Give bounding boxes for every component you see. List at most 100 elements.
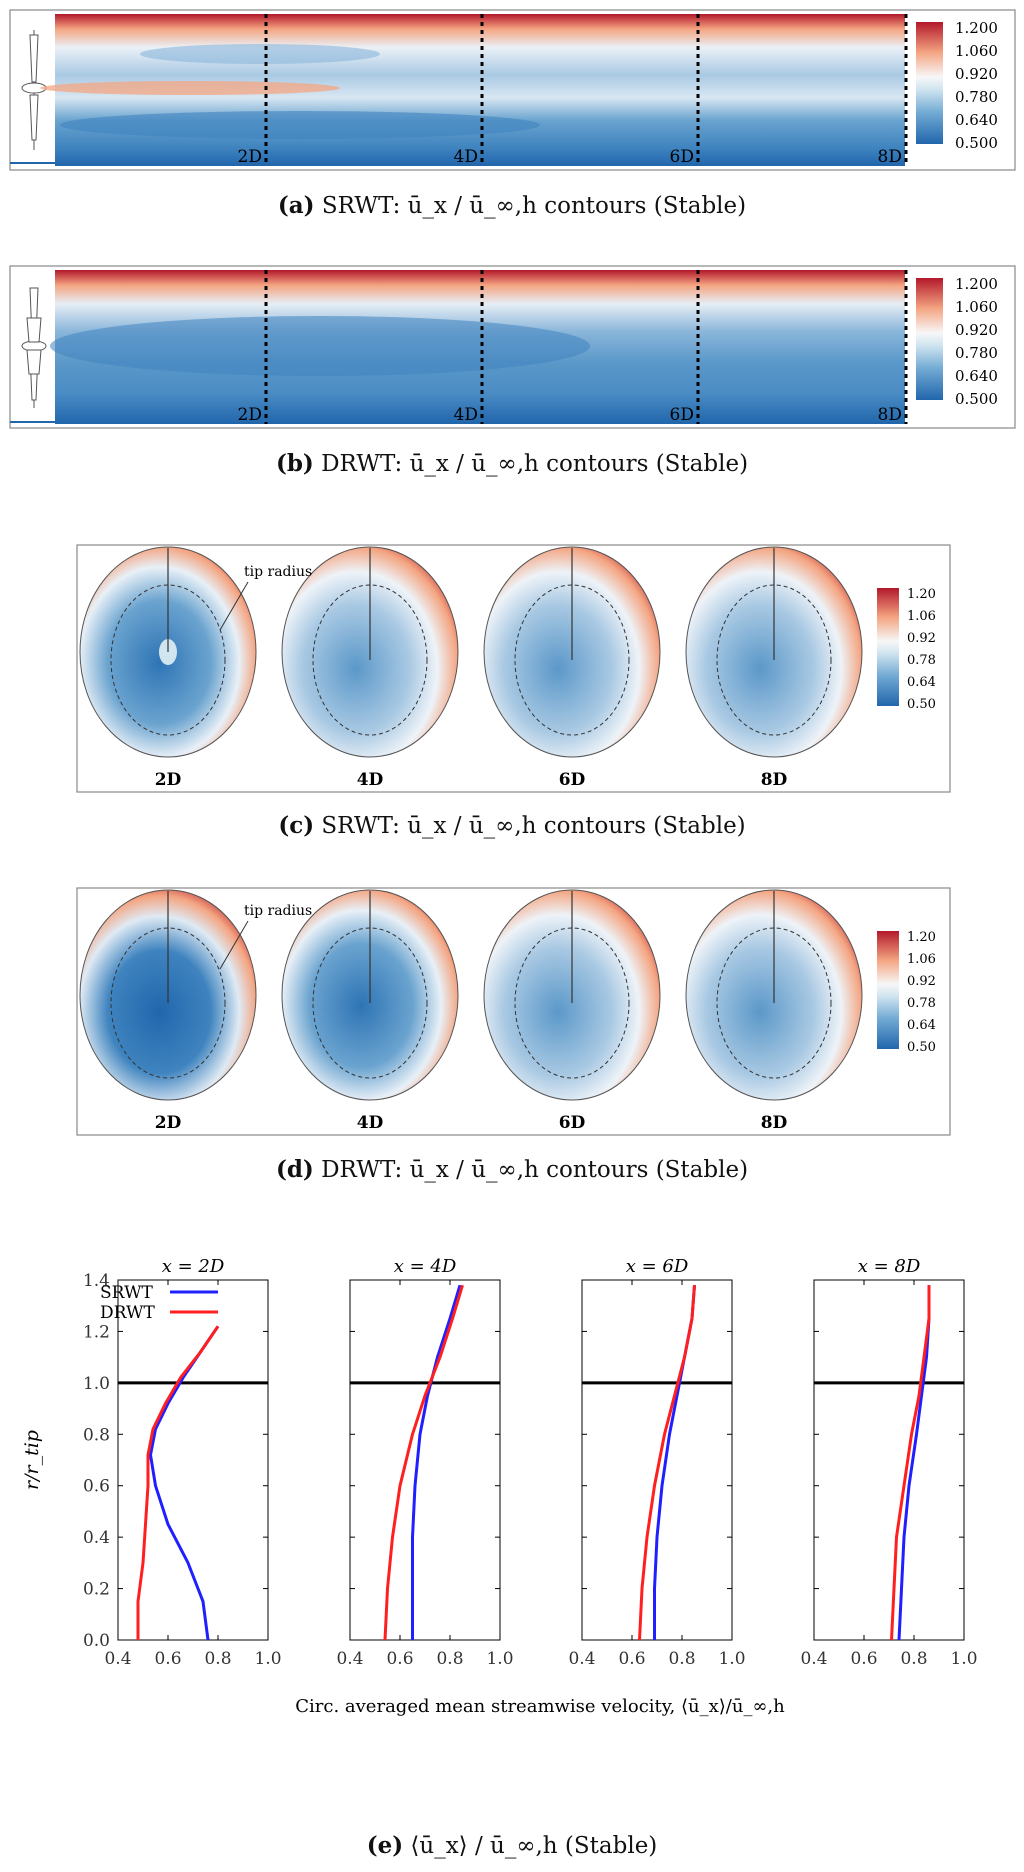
- series-line-drwt: [638, 1285, 696, 1641]
- x-tick-label: 0.4: [104, 1649, 131, 1669]
- turbine-icon-dual: [21, 287, 47, 408]
- slice-8d: [685, 546, 863, 758]
- slice-label: 2D: [155, 1113, 182, 1133]
- caption-label: (d): [275, 1156, 314, 1183]
- colorbar-tick: 0.50: [907, 1040, 936, 1055]
- x-tick-label: 0.4: [568, 1649, 595, 1669]
- station-label: 4D: [454, 147, 478, 167]
- x-tick-label: 0.6: [154, 1649, 181, 1669]
- caption-e: (e) ⟨ū_x⟩ / ū_∞,h (Stable): [0, 1832, 1024, 1859]
- slice-label: 8D: [761, 1113, 788, 1133]
- colorbar-tick: 1.06: [907, 952, 936, 967]
- colorbar-tick: 0.640: [955, 111, 998, 129]
- colorbar-tick: 0.64: [907, 1018, 936, 1033]
- colorbar-tick: 1.200: [955, 19, 998, 37]
- colorbar: [877, 931, 899, 1049]
- station-label: 2D: [238, 405, 262, 425]
- x-tick-label: 1.0: [486, 1649, 513, 1669]
- caption-label: (b): [275, 450, 314, 477]
- y-tick-label: 0.2: [83, 1580, 110, 1600]
- slice-label: 8D: [761, 770, 788, 790]
- x-tick-label: 0.8: [204, 1649, 231, 1669]
- colorbar-tick: 0.92: [907, 974, 936, 989]
- y-tick-label: 0.0: [83, 1631, 110, 1651]
- slice-2d: [79, 889, 257, 1101]
- series-line-drwt: [890, 1285, 931, 1641]
- panel-a-figure: 2D 4D 6D 8D 1.200 1.060 0.920 0.780 0.64…: [9, 9, 1016, 171]
- colorbar-tick: 0.780: [955, 344, 998, 362]
- subplot-title: x = 4D: [394, 1256, 457, 1277]
- colorbar-tick: 0.78: [907, 996, 936, 1011]
- x-tick-label: 0.4: [336, 1649, 363, 1669]
- colorbar-tick: 1.060: [955, 298, 998, 316]
- caption-text: SRWT: ū_x / ū_∞,h contours (Stable): [321, 813, 746, 839]
- colorbar-tick: 0.920: [955, 321, 998, 339]
- x-tick-label: 0.8: [436, 1649, 463, 1669]
- y-tick-label: 0.8: [83, 1425, 110, 1445]
- subplot-title: x = 2D: [162, 1256, 225, 1277]
- colorbar-tick: 0.500: [955, 134, 998, 152]
- x-tick-label: 0.8: [668, 1649, 695, 1669]
- caption-text: SRWT: ū_x / ū_∞,h contours (Stable): [321, 193, 747, 219]
- subplot-frame: [813, 1279, 965, 1641]
- x-tick-label: 1.0: [254, 1649, 281, 1669]
- y-tick-label: 0.6: [83, 1477, 110, 1497]
- colorbar-tick: 1.06: [907, 609, 936, 624]
- panel-c: tip radius 2D 4D 6D 8D 1.20 1.06 0.92 0.…: [0, 540, 1024, 800]
- panel-b: 2D 4D 6D 8D 1.200 1.060 0.920 0.780 0.64…: [0, 258, 1024, 438]
- colorbar-tick: 1.200: [955, 275, 998, 293]
- colorbar-tick: 0.64: [907, 675, 936, 690]
- slice-4d: [281, 546, 459, 758]
- station-lines-b: [264, 270, 908, 424]
- panel-b-figure: 2D 4D 6D 8D 1.200 1.060 0.920 0.780 0.64…: [9, 265, 1016, 429]
- slice-label: 6D: [559, 770, 586, 790]
- slice-2d: [79, 546, 257, 758]
- y-tick-label: 1.2: [83, 1322, 110, 1342]
- caption-label: (a): [277, 192, 315, 219]
- panel-e: x = 2D 0.4 0.6 0.8 1.0 0.0 0.2 0.4 0.6 0.8 1.0 1.2 1…: [0, 1240, 1024, 1780]
- x-axis-label: Circ. averaged mean streamwise velocity,…: [295, 1696, 785, 1717]
- slice-4d: [281, 889, 459, 1101]
- slice-label: 4D: [357, 770, 384, 790]
- colorbar-tick: 0.500: [955, 390, 998, 408]
- panel-a: 2D 4D 6D 8D 1.200 1.060 0.920 0.780 0.64…: [0, 0, 1024, 180]
- colorbar-tick: 1.20: [907, 930, 936, 945]
- station-label: 6D: [670, 147, 694, 167]
- y-tick-label: 0.4: [83, 1528, 110, 1548]
- station-lines-a: [264, 14, 908, 166]
- legend-label: DRWT: [100, 1303, 156, 1323]
- station-label: 4D: [454, 405, 478, 425]
- caption-text: DRWT: ū_x / ū_∞,h contours (Stable): [321, 451, 749, 477]
- series-line-srwt: [411, 1284, 462, 1640]
- colorbar-tick: 1.20: [907, 587, 936, 602]
- x-tick-label: 1.0: [950, 1649, 977, 1669]
- y-tick-label: 1.4: [83, 1271, 110, 1291]
- caption-text: ⟨ū_x⟩ / ū_∞,h (Stable): [410, 1833, 658, 1859]
- x-tick-label: 1.0: [718, 1649, 745, 1669]
- tip-radius-annotation: tip radius: [244, 564, 312, 580]
- legend-label: SRWT: [100, 1283, 154, 1303]
- subplot-frame: [581, 1279, 733, 1641]
- x-tick-label: 0.4: [800, 1649, 827, 1669]
- tip-radius-annotation: tip radius: [244, 903, 312, 919]
- colorbar: [916, 22, 943, 144]
- station-label: 8D: [878, 405, 902, 425]
- station-label: 6D: [670, 405, 694, 425]
- colorbar-tick: 0.78: [907, 653, 936, 668]
- panel-d-figure: tip radius 2D 4D 6D 8D 1.20 1.06 0.92 0.…: [76, 887, 951, 1136]
- panel-d: tip radius 2D 4D 6D 8D 1.20 1.06 0.92 0.…: [0, 883, 1024, 1143]
- caption-c: (c) SRWT: ū_x / ū_∞,h contours (Stable): [0, 812, 1024, 839]
- colorbar: [877, 588, 899, 706]
- caption-label: (e): [366, 1832, 404, 1859]
- slice-label: 2D: [155, 770, 182, 790]
- colorbar-tick: 0.92: [907, 631, 936, 646]
- x-tick-label: 0.6: [386, 1649, 413, 1669]
- slice-label: 6D: [559, 1113, 586, 1133]
- series-line-drwt: [383, 1284, 464, 1641]
- caption-b: (b) DRWT: ū_x / ū_∞,h contours (Stable): [0, 450, 1024, 477]
- colorbar-tick: 1.060: [955, 42, 998, 60]
- series-line-srwt: [897, 1285, 931, 1641]
- subplot-frame: [117, 1279, 269, 1641]
- colorbar-tick: 0.640: [955, 367, 998, 385]
- subplot-frame: [349, 1279, 501, 1641]
